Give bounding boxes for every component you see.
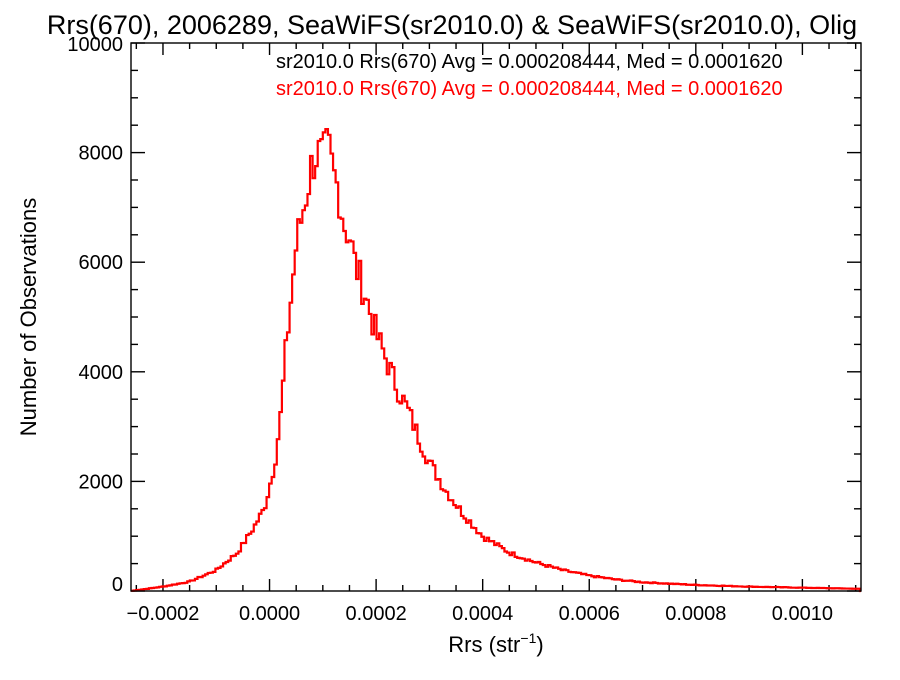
- y-tick-label: 0: [112, 574, 123, 596]
- x-axis-label-superscript: −1: [520, 630, 536, 646]
- x-tick-label: −0.0002: [127, 603, 200, 625]
- x-tick-label: 0.0004: [452, 603, 513, 625]
- axis-ticks: [131, 42, 861, 592]
- legend-entry-black: sr2010.0 Rrs(670) Avg = 0.000208444, Med…: [276, 51, 783, 73]
- x-axis-label: Rrs (str−1): [448, 630, 543, 657]
- y-axis-label: Number of Observations: [16, 198, 41, 436]
- y-tick-label: 6000: [79, 252, 124, 274]
- x-tick-label: 0.0010: [772, 603, 833, 625]
- tick-labels: −0.0002 0.0000 0.0002 0.0004 0.0006 0.0008 0.0…: [67, 34, 833, 625]
- y-tick-label: 2000: [79, 471, 124, 493]
- x-axis-label-text: Rrs (str: [448, 632, 520, 657]
- x-tick-label: 0.0008: [665, 603, 726, 625]
- plot-frame: [130, 42, 862, 592]
- y-tick-label: 10000: [67, 34, 123, 56]
- legend-entry-red: sr2010.0 Rrs(670) Avg = 0.000208444, Med…: [276, 78, 783, 100]
- x-tick-label: 0.0002: [346, 603, 407, 625]
- y-tick-label: 8000: [79, 143, 124, 165]
- chart-title: Rrs(670), 2006289, SeaWiFS(sr2010.0) & S…: [47, 10, 857, 40]
- x-tick-label: 0.0000: [239, 603, 300, 625]
- y-tick-label: 4000: [79, 362, 124, 384]
- x-axis-label-close: ): [536, 632, 543, 657]
- x-tick-label: 0.0006: [559, 603, 620, 625]
- histogram-series: [131, 128, 862, 593]
